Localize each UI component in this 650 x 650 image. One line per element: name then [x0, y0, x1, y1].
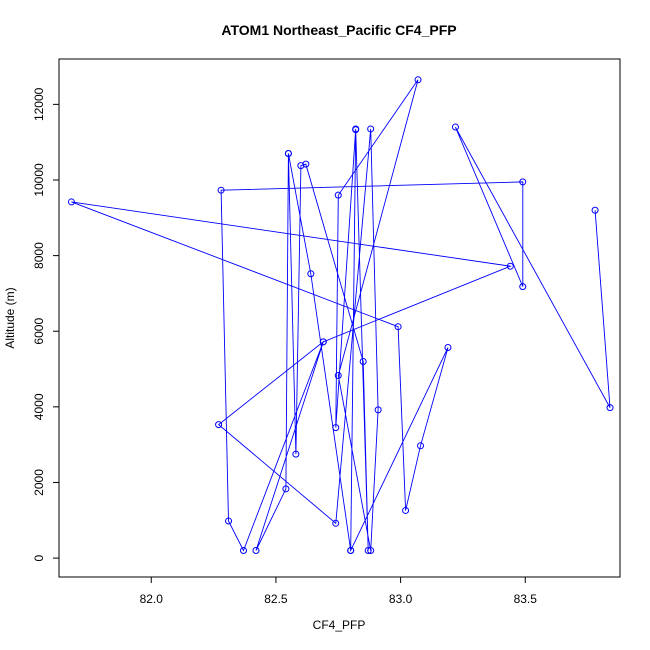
data-point: [215, 421, 223, 429]
x-tick-label: 82.0: [140, 592, 164, 606]
data-point: [506, 262, 514, 270]
data-point: [319, 338, 327, 346]
data-point: [364, 547, 372, 555]
y-axis-label: Altitude (m): [3, 287, 17, 348]
y-tick-label: 10000: [32, 163, 46, 197]
data-point: [302, 160, 310, 168]
x-tick-label: 83.5: [514, 592, 538, 606]
y-tick-label: 8000: [32, 242, 46, 269]
y-tick-label: 12000: [32, 87, 46, 121]
data-point: [414, 76, 422, 84]
data-point: [359, 357, 367, 365]
x-axis-label: CF4_PFP: [313, 618, 366, 632]
data-point: [297, 162, 305, 170]
series-layer: [67, 76, 614, 555]
data-point: [282, 485, 290, 493]
data-point: [444, 343, 452, 351]
data-point: [352, 125, 360, 133]
y-tick-label: 2000: [32, 469, 46, 496]
data-point: [334, 371, 342, 379]
data-point: [394, 323, 402, 331]
x-tick-label: 82.5: [264, 592, 288, 606]
chart-title: ATOM1 Northeast_Pacific CF4_PFP: [221, 22, 456, 38]
series-line: [71, 79, 611, 553]
data-point: [417, 442, 425, 450]
data-point: [67, 198, 75, 206]
data-point: [367, 547, 375, 555]
data-point: [292, 450, 300, 458]
data-point: [284, 150, 292, 158]
data-point: [451, 123, 459, 131]
y-axis: 0 2000 4000 6000 8000 10000 12000: [32, 87, 59, 561]
data-point: [252, 547, 260, 555]
data-point: [347, 547, 355, 555]
data-point: [374, 406, 382, 414]
y-tick-label: 0: [32, 554, 46, 561]
data-point: [402, 506, 410, 514]
data-point: [367, 125, 375, 133]
data-point: [332, 424, 340, 432]
x-axis: 82.0 82.5 83.0 83.5: [140, 577, 538, 606]
data-point: [591, 206, 599, 214]
y-tick-label: 6000: [32, 318, 46, 345]
data-point: [334, 191, 342, 199]
y-tick-label: 4000: [32, 393, 46, 420]
data-point: [240, 547, 248, 555]
data-point: [225, 517, 233, 525]
plot-frame: [58, 58, 621, 578]
data-point: [217, 186, 225, 194]
data-point: [332, 519, 340, 527]
data-point: [519, 178, 527, 186]
data-point: [307, 270, 315, 278]
x-tick-label: 83.0: [389, 592, 413, 606]
data-point: [606, 404, 614, 412]
data-point: [519, 283, 527, 291]
